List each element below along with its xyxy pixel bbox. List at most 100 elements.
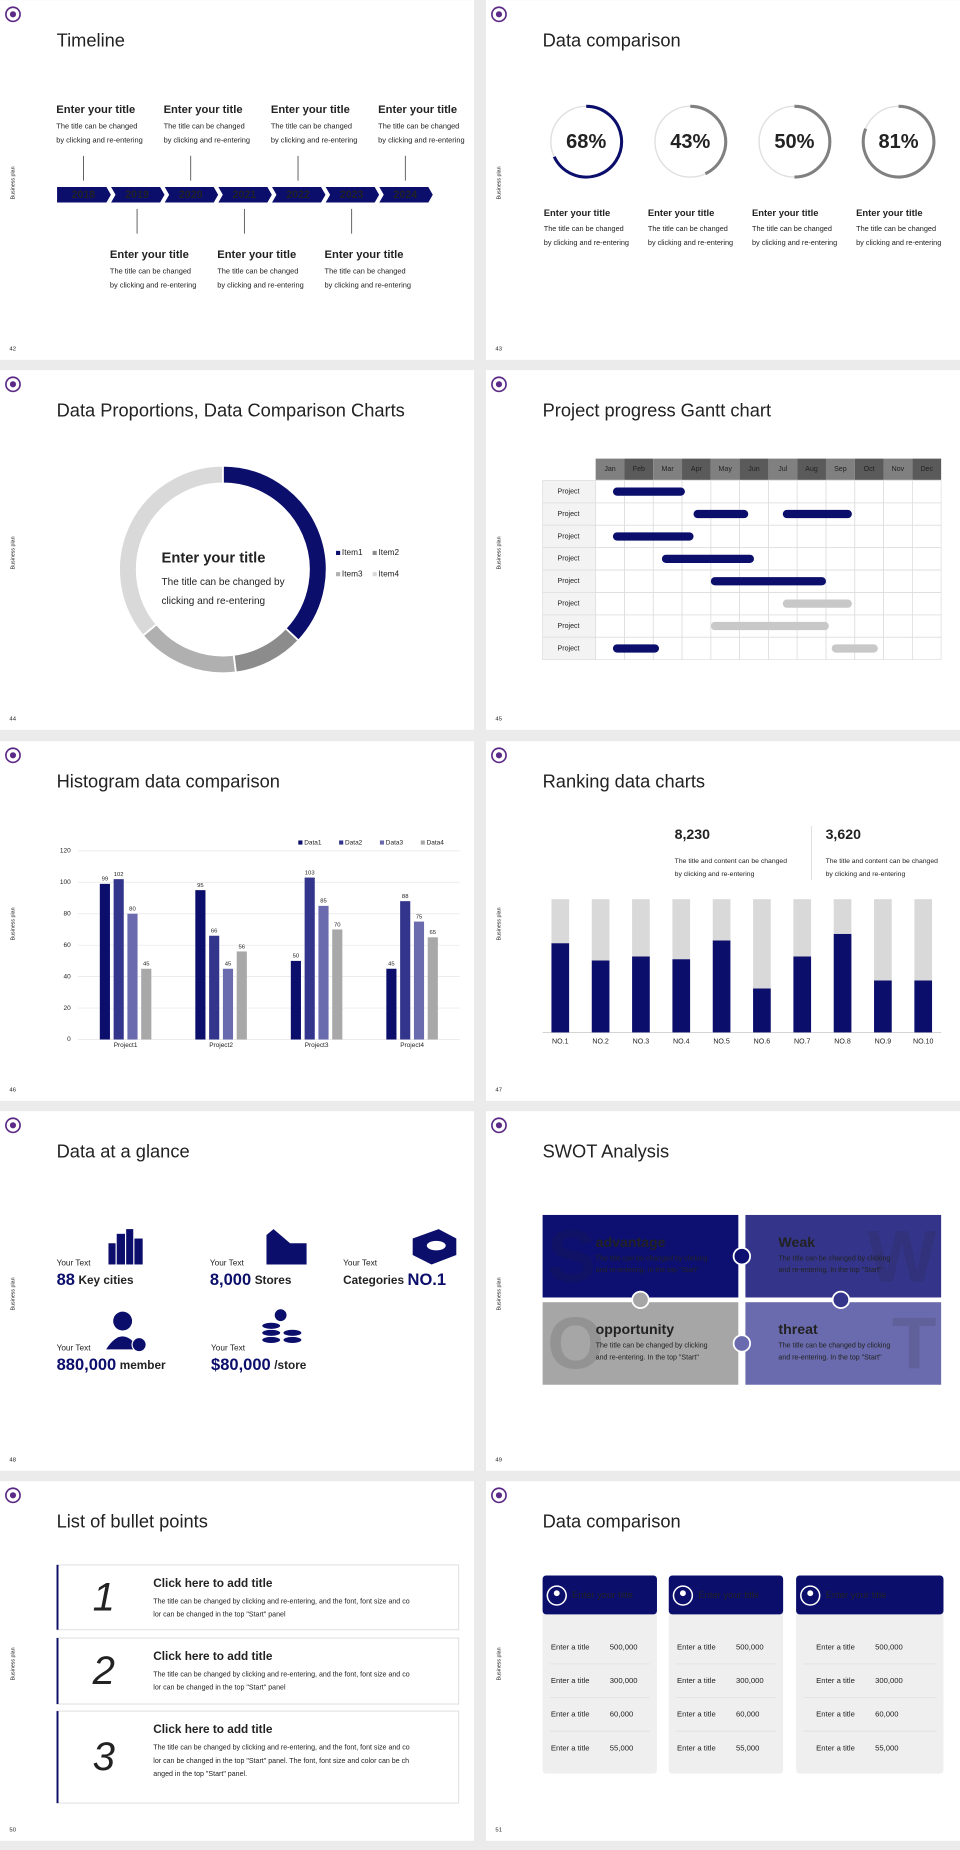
slide-background bbox=[0, 741, 474, 1101]
row-value: 300,000 bbox=[610, 1676, 638, 1685]
icon bbox=[106, 1336, 140, 1350]
ring-arc bbox=[552, 104, 624, 179]
item-number: NO.1 bbox=[408, 1271, 447, 1289]
bar bbox=[290, 960, 301, 1040]
slide: Business plan 50 List of bullet points 1 Cli… bbox=[0, 1481, 474, 1841]
year-label: 2018 bbox=[72, 189, 96, 201]
gantt-bar bbox=[831, 644, 878, 653]
bar-segment bbox=[793, 899, 812, 957]
month-label: Mar bbox=[662, 466, 675, 473]
logo bbox=[9, 1492, 17, 1499]
swot-text: and re-entering. In the top "Start" bbox=[596, 1267, 700, 1274]
logo bbox=[495, 381, 503, 388]
x-tick-label: NO.1 bbox=[552, 1039, 569, 1046]
bullet-box bbox=[56, 1564, 460, 1631]
ring-label: 50% bbox=[774, 131, 814, 153]
logo bbox=[9, 381, 17, 388]
item-label: Your Text bbox=[211, 1343, 246, 1352]
row-value: 300,000 bbox=[736, 1676, 764, 1685]
item-text: The title can be changed bbox=[164, 121, 245, 130]
bar bbox=[332, 929, 343, 1040]
row-label: Enter a title bbox=[551, 1642, 590, 1651]
gantt-bar bbox=[710, 577, 826, 586]
y-tick-label: 40 bbox=[64, 973, 72, 980]
month-header bbox=[825, 458, 855, 480]
page-number: 42 bbox=[9, 347, 16, 353]
slide-title: Histogram data comparison bbox=[57, 770, 280, 791]
month-label: Nov bbox=[892, 466, 905, 473]
item-value: 880,000 member bbox=[57, 1356, 166, 1374]
item-text: by clicking and re-entering bbox=[217, 280, 303, 289]
slide: Business plan 48 Data at a glance Your Text… bbox=[0, 1111, 474, 1471]
gantt-bar bbox=[782, 599, 852, 608]
bar bbox=[195, 890, 206, 1040]
item-text: by clicking and re-entering bbox=[110, 280, 196, 289]
x-tick-label: NO.7 bbox=[794, 1039, 811, 1046]
center-title: Enter your title bbox=[162, 551, 266, 567]
swot-letter: T bbox=[892, 1304, 937, 1385]
page-number: 48 bbox=[9, 1458, 16, 1464]
stat-text: The title and content can be changed bbox=[826, 858, 939, 865]
row-value: 300,000 bbox=[875, 1676, 903, 1685]
bar-segment bbox=[753, 988, 771, 1033]
row-label: Project bbox=[558, 645, 580, 652]
card-body bbox=[796, 1575, 944, 1774]
item-label: Your Text bbox=[210, 1258, 245, 1267]
ring-label: 68% bbox=[566, 131, 606, 153]
side-label: Business plan bbox=[496, 1647, 502, 1680]
bar-segment bbox=[551, 899, 570, 944]
value-label: 66 bbox=[211, 929, 218, 935]
item-text: The title can be changed bbox=[217, 266, 298, 275]
row-value: 55,000 bbox=[736, 1743, 759, 1752]
slide: Business plan 43 Data comparison 68% Enter y… bbox=[486, 0, 960, 360]
slide-title: Data comparison bbox=[543, 1510, 681, 1531]
slide-title: List of bullet points bbox=[57, 1510, 208, 1531]
legend-label: Data3 bbox=[386, 839, 404, 846]
logo bbox=[9, 1122, 17, 1129]
row-label: Project bbox=[558, 533, 580, 540]
card-icon bbox=[807, 1590, 814, 1597]
swot-text: and re-entering. In the top "Start" bbox=[596, 1354, 700, 1361]
stat-value: 8,230 bbox=[675, 826, 710, 842]
bullet-accent bbox=[56, 1564, 59, 1630]
item-value: Categories NO.1 bbox=[343, 1271, 446, 1289]
icon bbox=[108, 1243, 116, 1265]
y-tick-label: 0 bbox=[67, 1036, 71, 1043]
legend-swatch bbox=[420, 840, 425, 845]
bullet-accent bbox=[56, 1711, 59, 1804]
swot-cell bbox=[542, 1302, 739, 1385]
gantt-bar bbox=[612, 532, 694, 541]
bar bbox=[304, 877, 315, 1040]
slide-title: Project progress Gantt chart bbox=[543, 399, 771, 420]
year-label: 2019 bbox=[125, 189, 149, 201]
bullet-title: Click here to add title bbox=[153, 1650, 273, 1663]
item-title: Enter your title bbox=[648, 207, 715, 218]
bar-segment bbox=[712, 899, 731, 941]
bullet-title: Click here to add title bbox=[153, 1723, 273, 1736]
page-number: 51 bbox=[495, 1828, 502, 1834]
item-unit: Stores bbox=[255, 1274, 292, 1287]
item-title: Enter your title bbox=[56, 104, 135, 116]
row-label: Enter a title bbox=[816, 1710, 855, 1719]
side-label: Business plan bbox=[496, 166, 502, 199]
row-label: Project bbox=[558, 489, 580, 496]
stat-value: 3,620 bbox=[826, 826, 861, 842]
legend-swatch bbox=[336, 572, 341, 577]
item-number: 88 bbox=[57, 1271, 75, 1289]
swot-text: and re-entering. In the top "Start" bbox=[778, 1267, 882, 1274]
bar bbox=[141, 968, 152, 1040]
y-tick-label: 100 bbox=[60, 879, 71, 886]
bar bbox=[400, 901, 411, 1040]
logo bbox=[495, 1122, 503, 1129]
month-label: Aug bbox=[805, 466, 818, 473]
swot-text: The title can be changed by clicking bbox=[596, 1255, 708, 1262]
side-label: Business plan bbox=[496, 1277, 502, 1310]
grid-cell bbox=[911, 636, 942, 661]
item-title: Enter your title bbox=[752, 207, 819, 218]
x-tick-label: NO.10 bbox=[913, 1039, 933, 1046]
side-label: Business plan bbox=[10, 907, 16, 940]
icon bbox=[113, 1311, 133, 1331]
slide-title: Data at a glance bbox=[57, 1140, 190, 1161]
gantt-bar bbox=[661, 554, 755, 563]
row-value: 60,000 bbox=[875, 1710, 898, 1719]
